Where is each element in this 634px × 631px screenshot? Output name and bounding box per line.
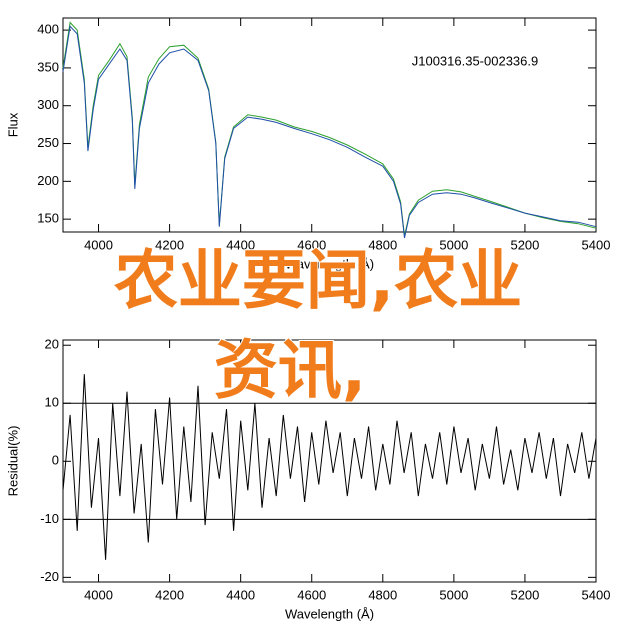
overlay-text: 资讯, <box>214 335 366 409</box>
x-tick-label: 5200 <box>510 237 539 252</box>
data-line <box>62 374 597 560</box>
y-tick-label: 300 <box>37 97 59 112</box>
plot-frame <box>62 17 597 233</box>
y-tick-label: 20 <box>45 337 59 352</box>
x-axis-label: Wavelength (Å) <box>285 256 374 271</box>
x-tick-label: 5400 <box>582 587 611 602</box>
overlay-text: 农业要闻,农业 <box>114 245 522 319</box>
x-tick-label: 4200 <box>155 587 184 602</box>
y-tick-label: 350 <box>37 59 59 74</box>
x-tick-label: 5000 <box>439 237 468 252</box>
y-tick-label: 150 <box>37 211 59 226</box>
y-tick-label: 10 <box>45 395 59 410</box>
data-line <box>62 21 597 236</box>
data-line <box>62 25 597 239</box>
x-tick-label: 4400 <box>226 587 255 602</box>
y-tick-label: 0 <box>52 453 59 468</box>
x-tick-label: 4800 <box>368 587 397 602</box>
x-tick-label: 4000 <box>84 587 113 602</box>
x-tick-label: 4600 <box>297 237 326 252</box>
x-tick-label: 4400 <box>226 237 255 252</box>
y-tick-label: 200 <box>37 173 59 188</box>
x-tick-label: 5400 <box>582 237 611 252</box>
x-axis-label: Wavelength (Å) <box>285 606 374 621</box>
y-axis-label: Flux <box>5 112 20 137</box>
y-tick-label: -10 <box>40 511 59 526</box>
x-tick-label: 4800 <box>368 237 397 252</box>
x-tick-label: 4600 <box>297 587 326 602</box>
y-tick-label: -20 <box>40 569 59 584</box>
x-tick-label: 4000 <box>84 237 113 252</box>
annotation: J100316.35-002336.9 <box>412 53 539 68</box>
y-tick-label: 400 <box>37 22 59 37</box>
y-tick-label: 250 <box>37 135 59 150</box>
y-axis-label: Residual(%) <box>5 426 20 497</box>
x-tick-label: 5200 <box>510 587 539 602</box>
x-tick-label: 4200 <box>155 237 184 252</box>
x-tick-label: 5000 <box>439 587 468 602</box>
